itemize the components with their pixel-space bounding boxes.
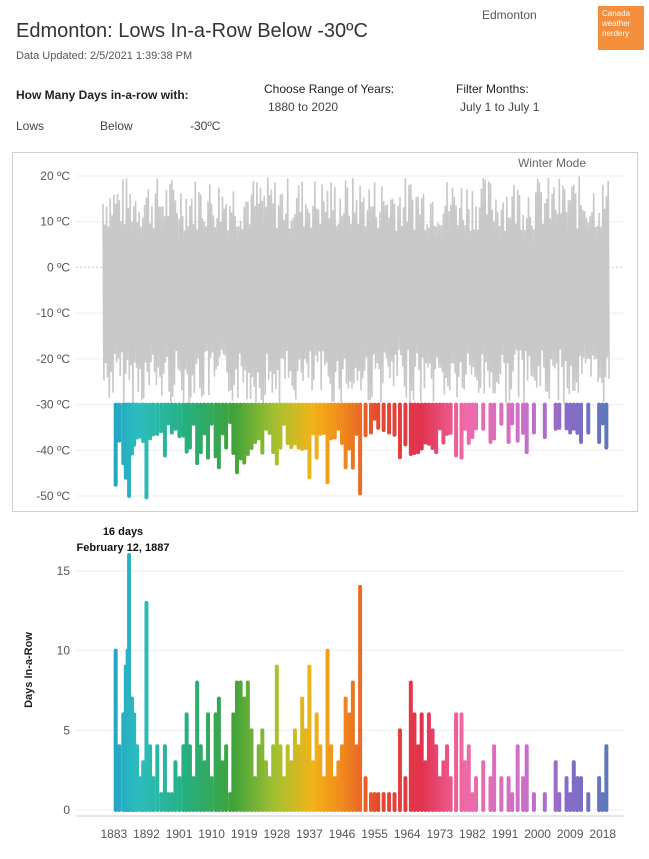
year-tick-label: 2000 [524, 827, 551, 841]
days-axis: 0 5 10 15 [57, 564, 71, 817]
measure-filter[interactable]: Lows [16, 119, 45, 133]
months-filter[interactable]: July 1 to July 1 [460, 100, 540, 114]
year-tick-label: 1955 [361, 827, 388, 841]
callout-date: February 12, 1887 [77, 542, 170, 554]
temperature-chart-panel [12, 152, 638, 512]
year-tick-label: 1964 [394, 827, 421, 841]
year-tick-label: 1973 [426, 827, 453, 841]
city-label: Edmonton [482, 8, 537, 22]
callout-days: 16 days [103, 526, 143, 538]
data-updated-text: Data Updated: 2/5/2021 1:39:38 PM [16, 50, 193, 62]
cold-spell-series [113, 402, 609, 500]
year-tick-label: 1991 [492, 827, 519, 841]
year-tick-label: 1982 [459, 827, 486, 841]
spell-length-bars [113, 553, 609, 812]
logo-line: Canada [602, 9, 631, 18]
temperature-tick-label: -30 ºC [36, 398, 70, 412]
year-tick-label: 1919 [231, 827, 258, 841]
daily-low-line [102, 176, 610, 405]
temperature-tick-label: -20 ºC [36, 352, 70, 366]
daily-low-series [102, 176, 610, 405]
temperature-tick-label: -40 ºC [36, 443, 70, 457]
threshold-filter[interactable]: -30ºC [190, 119, 221, 133]
temperature-tick-label: -50 ºC [36, 489, 70, 503]
temperature-tick-label: -10 ºC [36, 306, 70, 320]
year-tick-label: 1937 [296, 827, 323, 841]
logo-line: nerdery [602, 29, 630, 38]
year-tick-label: 1892 [133, 827, 160, 841]
days-tick-label: 0 [63, 803, 70, 817]
comparison-filter[interactable]: Below [100, 119, 133, 133]
days-tick-label: 15 [57, 564, 71, 578]
y-axis-title: Days In-a-Row [23, 632, 35, 708]
year-axis: 1883 1892 1901 1910 1919 1928 1937 1946 1955 1964… [101, 827, 617, 841]
months-label: Filter Months: [456, 82, 529, 96]
canada-weather-nerdery-logo[interactable]: Canada weather nerdery [598, 6, 644, 50]
page-title: Edmonton: Lows In-a-Row Below -30ºC [16, 20, 368, 42]
temperature-tick-label: 20 ºC [40, 169, 70, 183]
winter-mode-toggle[interactable]: Winter Mode [518, 156, 586, 170]
year-tick-label: 1910 [198, 827, 225, 841]
year-tick-label: 2009 [557, 827, 584, 841]
year-tick-label: 2018 [589, 827, 616, 841]
days-tick-label: 5 [63, 723, 70, 737]
temperature-tick-label: 10 ºC [40, 215, 70, 229]
days-in-a-row-label: How Many Days in-a-row with: [16, 88, 189, 102]
logo-line: weather [602, 19, 631, 28]
days-tick-label: 10 [57, 644, 71, 658]
year-range-filter[interactable]: 1880 to 2020 [268, 100, 339, 114]
year-tick-label: 1901 [166, 827, 193, 841]
temperature-tick-label: 0 ºC [47, 260, 70, 274]
year-range-label: Choose Range of Years: [264, 82, 395, 96]
year-tick-label: 1883 [101, 827, 128, 841]
temperature-axis: 20 ºC 10 ºC 0 ºC -10 ºC -20 ºC -30 ºC -40 ºC -5… [36, 169, 70, 503]
year-tick-label: 1946 [329, 827, 356, 841]
year-tick-label: 1928 [263, 827, 290, 841]
